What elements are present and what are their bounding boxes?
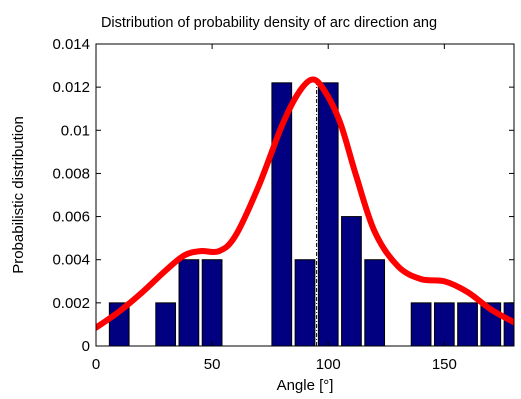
bar xyxy=(433,302,455,347)
x-tick-label: 0 xyxy=(92,356,100,373)
y-tick-label: 0.012 xyxy=(52,79,90,96)
y-tick-label: 0.008 xyxy=(52,165,90,182)
plot-frame xyxy=(95,43,515,347)
y-axis-label: Probabilistic distribution xyxy=(10,116,27,274)
chart-title: Distribution of probability density of a… xyxy=(101,15,437,31)
bar xyxy=(155,302,177,347)
bar xyxy=(341,216,362,347)
y-axis-ticks: 0 0.002 0.004 0.006 0.008 0.01 0.012 0.014 xyxy=(52,36,514,355)
bar xyxy=(294,259,316,347)
y-tick-label: 0.006 xyxy=(52,209,90,226)
x-axis-label: Angle [°] xyxy=(277,377,334,394)
x-tick-label: 100 xyxy=(316,356,341,373)
x-tick-label: 150 xyxy=(432,356,457,373)
bar xyxy=(201,259,223,347)
bar xyxy=(457,302,478,347)
x-tick-label: 50 xyxy=(204,356,221,373)
y-tick-label: 0.014 xyxy=(52,36,90,53)
density-curve-line xyxy=(96,76,514,331)
bar xyxy=(317,82,339,347)
x-axis-ticks: 0 50 100 150 xyxy=(92,44,457,373)
density-curve xyxy=(96,76,514,331)
bar xyxy=(410,302,432,347)
bar xyxy=(364,259,386,347)
bars xyxy=(108,82,514,347)
y-tick-label: 0.01 xyxy=(61,122,90,139)
y-tick-label: 0 xyxy=(82,338,90,355)
bar xyxy=(178,259,200,347)
y-tick-label: 0.002 xyxy=(52,295,90,312)
y-tick-label: 0.004 xyxy=(52,252,90,269)
